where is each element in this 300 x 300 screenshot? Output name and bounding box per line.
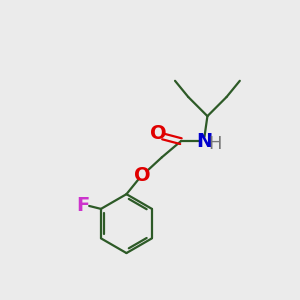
Text: O: O — [134, 166, 151, 184]
Text: O: O — [150, 124, 166, 143]
Text: F: F — [77, 196, 90, 215]
Text: N: N — [196, 132, 213, 151]
Text: H: H — [208, 135, 221, 153]
